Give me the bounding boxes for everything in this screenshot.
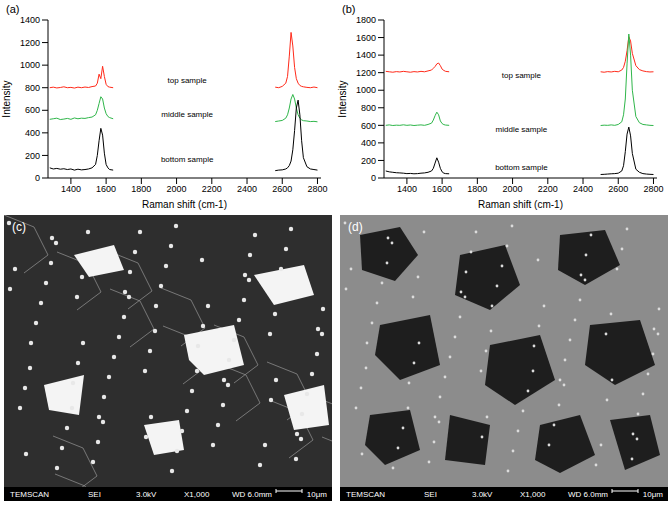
svg-text:top sample: top sample [168, 76, 208, 85]
svg-text:1000: 1000 [356, 85, 376, 95]
svg-text:3.0kV: 3.0kV [136, 490, 157, 499]
svg-text:10μm: 10μm [643, 490, 664, 499]
svg-text:2400: 2400 [573, 184, 593, 194]
svg-text:10μm: 10μm [307, 490, 328, 499]
svg-text:TEMSCAN: TEMSCAN [346, 490, 385, 499]
svg-text:2600: 2600 [608, 184, 628, 194]
html-text:(a): (a) [6, 3, 20, 15]
svg-text:X1,000: X1,000 [520, 490, 546, 499]
svg-text:1400: 1400 [20, 15, 40, 25]
svg-text:600: 600 [361, 121, 376, 131]
svg-text:1800: 1800 [356, 15, 376, 25]
svg-text:400: 400 [25, 128, 40, 138]
svg-text:Intensity: Intensity [337, 80, 348, 117]
svg-text:1400: 1400 [356, 50, 376, 60]
svg-text:WD 6.0mm: WD 6.0mm [232, 490, 272, 499]
svg-text:2800: 2800 [307, 184, 327, 194]
svg-text:bottom sample: bottom sample [161, 155, 214, 164]
svg-text:200: 200 [25, 151, 40, 161]
svg-text:0: 0 [35, 173, 40, 183]
svg-text:1600: 1600 [356, 33, 376, 43]
svg-text:600: 600 [25, 105, 40, 115]
svg-text:(d): (d) [348, 220, 363, 234]
svg-text:2400: 2400 [237, 184, 257, 194]
svg-text:3.0kV: 3.0kV [472, 490, 493, 499]
svg-text:1000: 1000 [20, 60, 40, 70]
svg-text:1200: 1200 [20, 38, 40, 48]
svg-text:400: 400 [361, 138, 376, 148]
svg-text:(c): (c) [12, 220, 26, 234]
svg-text:1800: 1800 [467, 184, 487, 194]
svg-text:1400: 1400 [397, 184, 417, 194]
svg-text:middle sample: middle sample [496, 125, 548, 134]
svg-text:0: 0 [371, 173, 376, 183]
svg-text:2000: 2000 [503, 184, 523, 194]
svg-text:1400: 1400 [61, 184, 81, 194]
svg-text:2000: 2000 [167, 184, 187, 194]
svg-text:Raman shift (cm-1): Raman shift (cm-1) [142, 199, 227, 210]
svg-text:2600: 2600 [272, 184, 292, 194]
svg-text:1800: 1800 [131, 184, 151, 194]
svg-text:1200: 1200 [356, 68, 376, 78]
svg-text:Intensity: Intensity [1, 80, 12, 117]
svg-text:middle sample: middle sample [161, 110, 213, 119]
svg-text:Raman shift (cm-1): Raman shift (cm-1) [478, 199, 563, 210]
svg-text:1600: 1600 [432, 184, 452, 194]
svg-text:TEMSCAN: TEMSCAN [10, 490, 49, 499]
svg-text:X1,000: X1,000 [184, 490, 210, 499]
svg-text:bottom sample: bottom sample [495, 163, 548, 172]
svg-text:2200: 2200 [538, 184, 558, 194]
svg-text:SEI: SEI [424, 490, 437, 499]
html-text:(b): (b) [342, 3, 356, 15]
svg-text:800: 800 [361, 103, 376, 113]
svg-text:200: 200 [361, 156, 376, 166]
svg-text:top sample: top sample [502, 71, 542, 80]
svg-text:1600: 1600 [96, 184, 116, 194]
svg-text:SEI: SEI [88, 490, 101, 499]
svg-text:2800: 2800 [643, 184, 663, 194]
svg-text:2200: 2200 [202, 184, 222, 194]
svg-text:800: 800 [25, 83, 40, 93]
svg-text:WD 6.0mm: WD 6.0mm [568, 490, 608, 499]
